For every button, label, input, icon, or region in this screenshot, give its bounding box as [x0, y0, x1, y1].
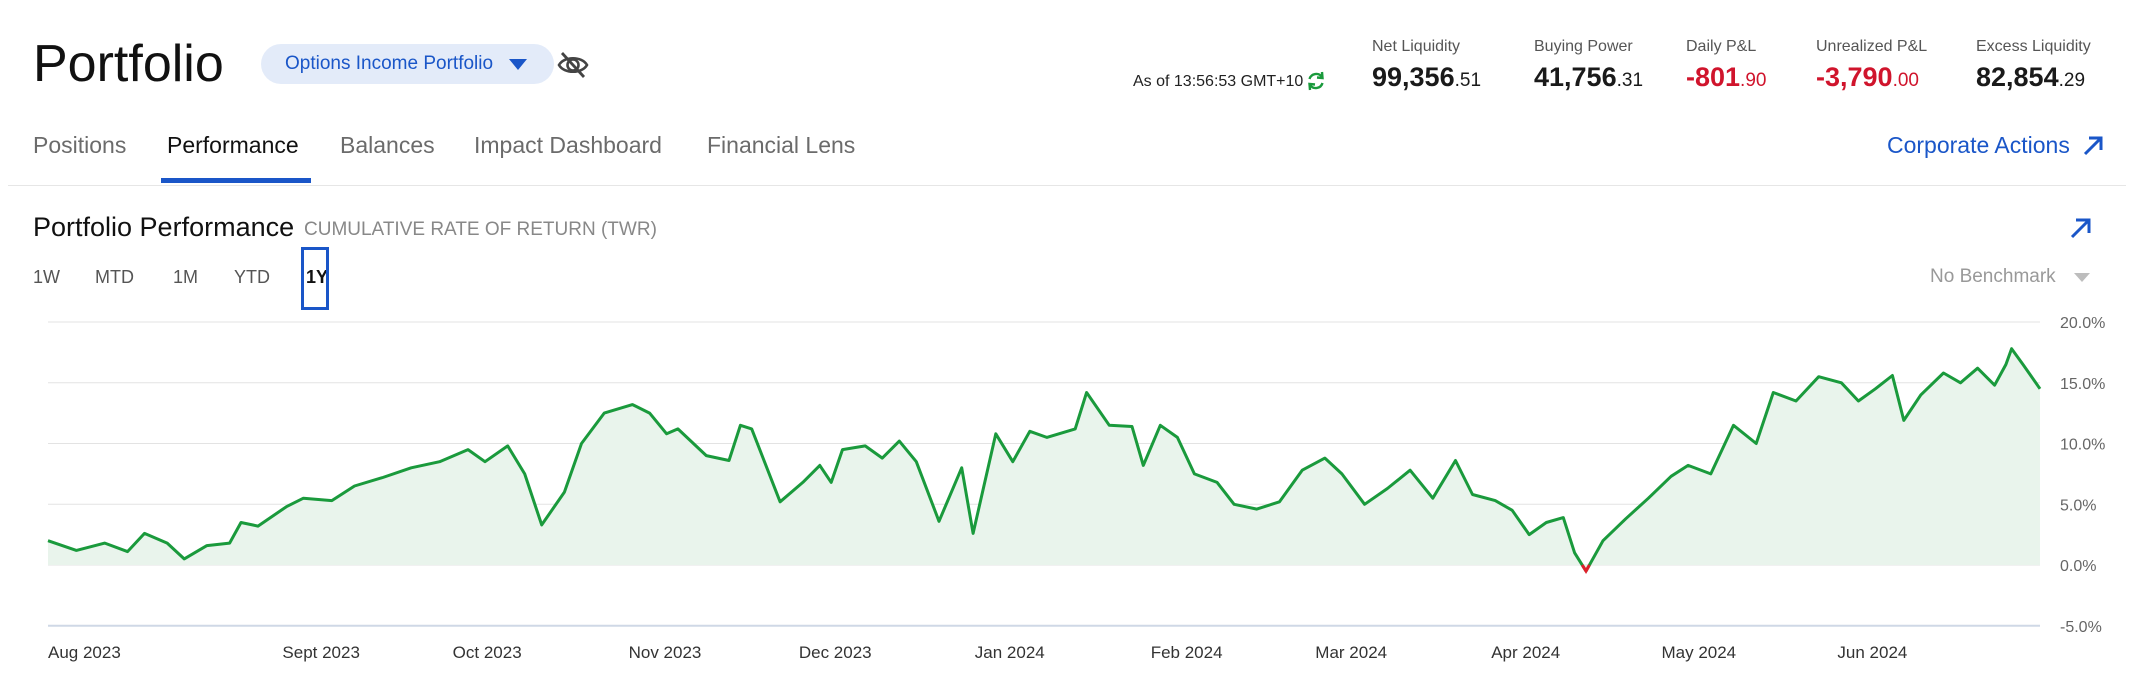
- portfolio-selector[interactable]: Options Income Portfolio: [261, 44, 554, 84]
- caret-down-icon: [509, 58, 528, 70]
- metric-label: Daily P&L: [1686, 38, 1757, 55]
- y-tick-label: 20.0%: [2060, 315, 2105, 332]
- metric-label: Excess Liquidity: [1976, 38, 2091, 55]
- range-ytd[interactable]: YTD: [234, 267, 270, 287]
- section-subtitle: CUMULATIVE RATE OF RETURN (TWR): [304, 219, 657, 240]
- tab-divider: [8, 185, 2126, 186]
- portfolio-selector-label: Options Income Portfolio: [285, 53, 494, 74]
- x-tick-label: Dec 2023: [799, 643, 872, 662]
- metric-unrealized-pnl: Unrealized P&L -3,790.00: [1816, 38, 1927, 93]
- refresh-icon[interactable]: [1305, 70, 1327, 97]
- metric-value: 82,854.29: [1976, 62, 2086, 92]
- range-1y[interactable]: 1Y: [306, 267, 329, 287]
- y-tick-label: 5.0%: [2060, 497, 2096, 514]
- metric-net-liquidity: Net Liquidity 99,356.51: [1372, 38, 1481, 93]
- series-area: [48, 348, 2040, 572]
- expand-icon[interactable]: [2068, 215, 2094, 246]
- series-line: [47, 347, 2042, 573]
- range-1m[interactable]: 1M: [173, 267, 199, 287]
- tab-impact-dashboard[interactable]: Impact Dashboard: [474, 132, 662, 158]
- x-tick-label: Mar 2024: [1315, 643, 1387, 662]
- x-tick-label: Jun 2024: [1837, 643, 1907, 662]
- y-tick-label: 15.0%: [2060, 376, 2105, 393]
- performance-chart: 20.0% 15.0% 10.0% 5.0% 0.0% -5.0% Aug 2023 Sept…: [47, 315, 2105, 662]
- series-negative-segment: [1580, 564, 1591, 575]
- x-tick-label: Aug 2023: [48, 643, 121, 662]
- metric-value: -3,790.00: [1816, 62, 1919, 92]
- metric-daily-pnl: Daily P&L -801.90: [1686, 38, 1766, 93]
- metric-label: Buying Power: [1534, 38, 1633, 55]
- y-tick-label: 10.0%: [2060, 437, 2105, 454]
- tab-financial-lens[interactable]: Financial Lens: [707, 132, 856, 158]
- range-focus-outline: [301, 247, 329, 310]
- page-title: Portfolio: [33, 35, 224, 93]
- eye-off-icon[interactable]: [556, 48, 590, 87]
- metric-buying-power: Buying Power 41,756.31: [1534, 38, 1643, 93]
- x-tick-label: Feb 2024: [1151, 643, 1223, 662]
- benchmark-selector[interactable]: No Benchmark: [1930, 266, 2090, 288]
- range-mtd[interactable]: MTD: [95, 267, 134, 287]
- x-tick-label: Oct 2023: [453, 643, 522, 662]
- x-tick-label: Sept 2023: [282, 643, 360, 662]
- y-tick-label: 0.0%: [2060, 558, 2096, 575]
- x-tick-label: Apr 2024: [1491, 643, 1560, 662]
- x-tick-label: May 2024: [1661, 643, 1736, 662]
- corporate-actions-label: Corporate Actions: [1887, 132, 2070, 158]
- range-1w[interactable]: 1W: [33, 267, 60, 287]
- active-tab-indicator: [161, 178, 311, 183]
- y-tick-label: -5.0%: [2060, 619, 2102, 636]
- metric-value: -801.90: [1686, 62, 1767, 92]
- metric-label: Net Liquidity: [1372, 38, 1461, 55]
- tab-positions[interactable]: Positions: [33, 132, 127, 158]
- external-link-icon: [2083, 136, 2103, 155]
- tab-performance[interactable]: Performance: [167, 132, 299, 158]
- corporate-actions-link[interactable]: Corporate Actions: [1887, 132, 2106, 159]
- metric-excess-liquidity: Excess Liquidity 82,854.29: [1976, 38, 2091, 93]
- benchmark-label: No Benchmark: [1930, 266, 2056, 287]
- section-title: Portfolio Performance: [33, 212, 295, 242]
- metric-value: 99,356.51: [1372, 62, 1482, 92]
- metric-value: 41,756.31: [1534, 62, 1644, 92]
- metric-label: Unrealized P&L: [1816, 38, 1928, 55]
- x-tick-label: Jan 2024: [975, 643, 1045, 662]
- tab-balances[interactable]: Balances: [340, 132, 435, 158]
- caret-down-icon: [2073, 272, 2090, 282]
- x-tick-label: Nov 2023: [629, 643, 702, 662]
- as-of-timestamp: As of 13:56:53 GMT+10: [1133, 73, 1304, 90]
